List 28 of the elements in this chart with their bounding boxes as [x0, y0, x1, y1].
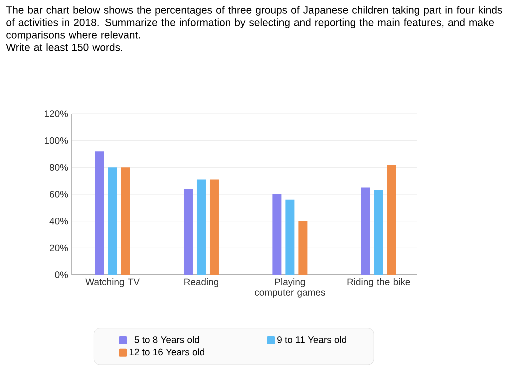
y-tick-label: 120%	[45, 110, 68, 118]
bar	[210, 180, 219, 276]
bar	[298, 221, 308, 276]
y-tick-label: 40%	[50, 218, 68, 225]
bar	[121, 168, 130, 276]
bar	[387, 164, 396, 276]
x-tick-label: Watching TV	[86, 278, 140, 288]
chart-subtitle: Write at least 150 words.	[6, 44, 122, 52]
y-tick-label: 0%	[55, 272, 68, 278]
x-tick-label: Reading	[184, 278, 219, 288]
bar	[95, 152, 104, 276]
y-tick-label: 80%	[50, 164, 68, 172]
bar	[184, 189, 193, 276]
y-tick-label: 20%	[50, 244, 68, 252]
x-tick-label: Playing computer games	[255, 278, 326, 298]
chart-title: The bar chart below shows the percentages of three groups of Japanese children taking part in four kinds of activities in 2018. Summarize the information by selecting and reporting the main features, and make comparisons where relevant.	[6, 6, 502, 41]
bar	[196, 180, 206, 276]
bar	[361, 188, 370, 276]
y-tick-label: 60%	[50, 191, 68, 198]
bar	[286, 200, 295, 276]
bar	[108, 168, 118, 276]
y-tick-label: 100%	[45, 137, 68, 144]
bar	[272, 194, 282, 276]
bar	[374, 190, 384, 276]
x-tick-label: Riding the bike	[348, 278, 410, 288]
legend-label: 9 to 11 Years old	[278, 336, 346, 344]
legend-label: 5 to 8 Years old	[134, 336, 200, 344]
legend-label: 12 to 16 Years old	[130, 348, 205, 356]
